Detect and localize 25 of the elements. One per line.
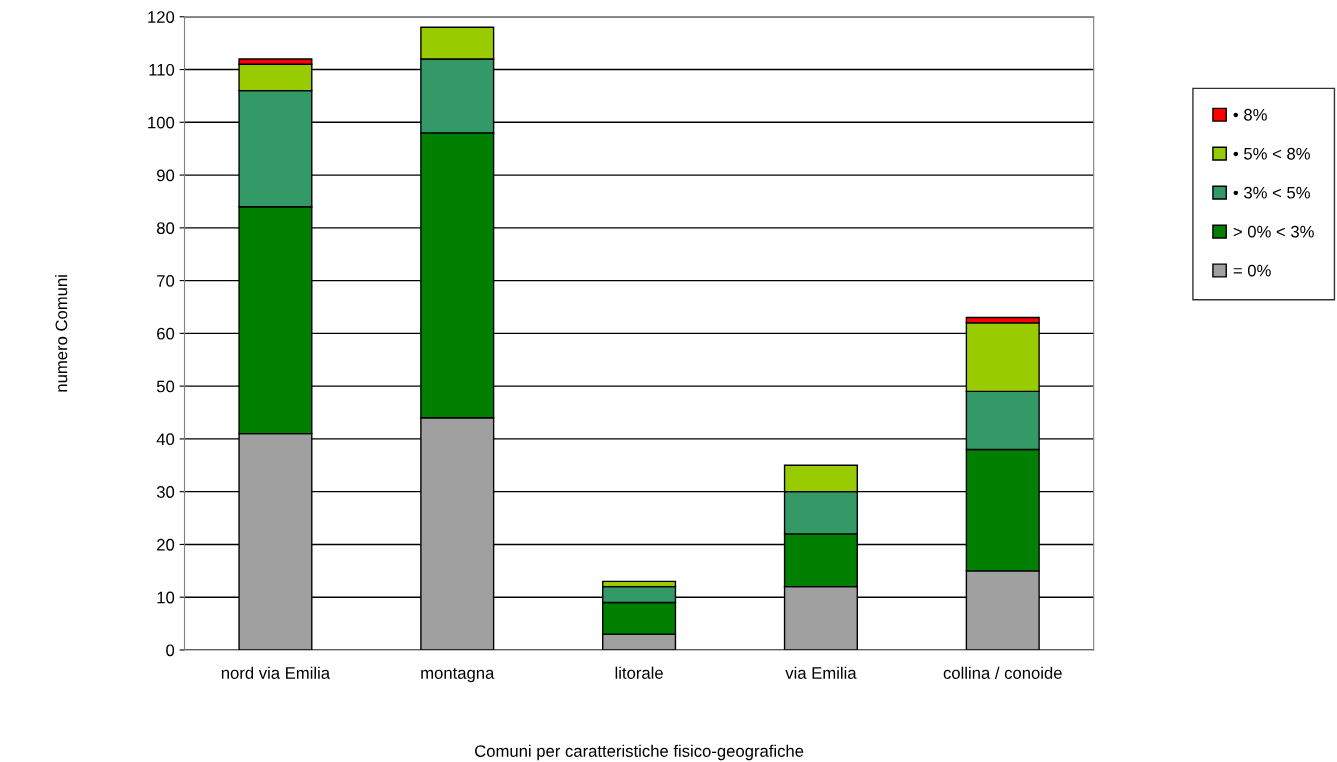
legend-label: = 0%: [1233, 264, 1271, 277]
y-tick-label: 60: [157, 327, 175, 340]
y-tick-label: 70: [157, 275, 175, 287]
y-tick-label: 120: [148, 11, 175, 23]
x-tick-label: nord via Emilia: [221, 666, 331, 679]
x-tick-label: litorale: [615, 666, 663, 679]
y-tick-label: 30: [156, 486, 175, 498]
y-tick-label: 110: [149, 63, 175, 76]
legend-label: • 8%: [1233, 108, 1267, 121]
y-tick-label: 50: [156, 380, 175, 393]
legend-label: • 5% < 8%: [1233, 147, 1310, 160]
legend-label: > 0% < 3%: [1233, 225, 1314, 238]
y-tick-label: 40: [156, 433, 175, 446]
y-tick-label: 10: [157, 591, 175, 604]
y-tick-label: 20: [157, 538, 175, 551]
x-tick-label: via Emilia: [785, 666, 857, 679]
legend-label: • 3% < 5%: [1233, 186, 1310, 199]
y-tick-label: 90: [157, 169, 175, 182]
x-tick-label: collina / conoide: [943, 666, 1062, 679]
y-tick-label: 80: [156, 222, 175, 235]
x-tick-label: montagna: [421, 667, 495, 683]
x-axis-title: Comuni per caratteristiche fisico-geografiche: [475, 744, 804, 761]
y-axis-title: numero Comuni: [55, 275, 68, 392]
y-tick-label: 100: [148, 116, 175, 129]
y-tick-label: 0: [166, 644, 175, 657]
